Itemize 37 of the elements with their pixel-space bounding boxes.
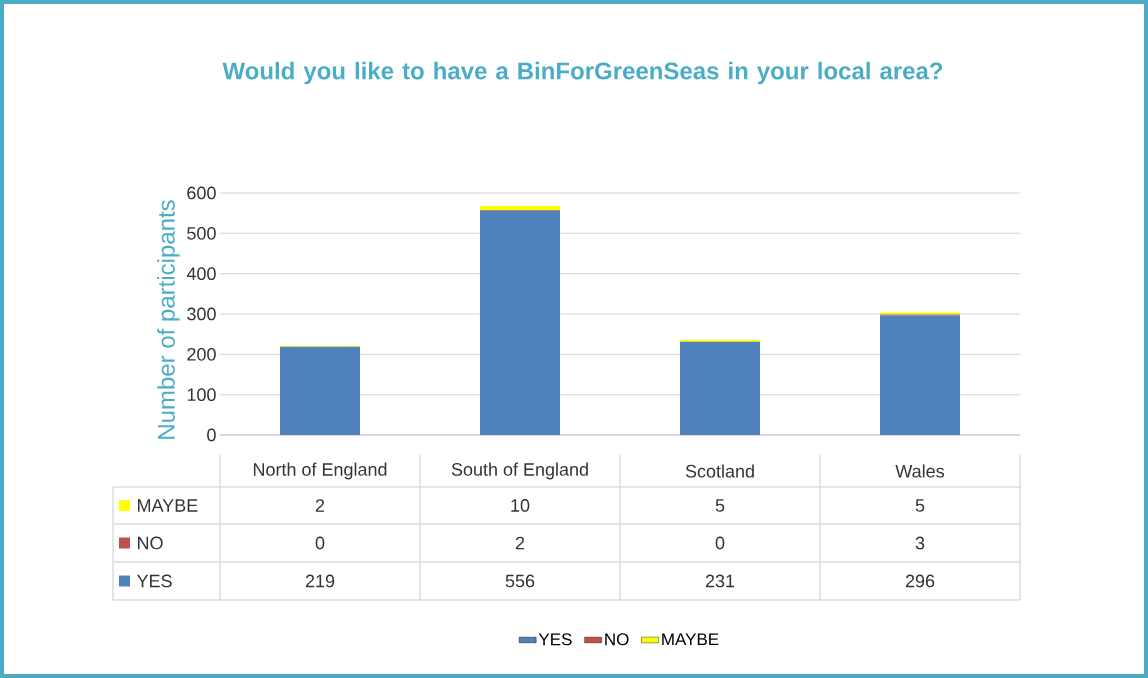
data-label: 0 — [315, 536, 325, 550]
x-tick-label: Scotland — [685, 464, 754, 478]
legend-label: MAYBE — [138, 499, 198, 512]
bar — [680, 339, 761, 342]
data-label: 231 — [705, 574, 735, 588]
y-axis-title: Number of participants — [157, 200, 180, 439]
bar — [480, 205, 561, 210]
data-label: 5 — [715, 499, 725, 512]
bar — [280, 346, 360, 435]
legend-label: NO — [605, 633, 629, 646]
y-tick-label: 100 — [187, 388, 216, 402]
data-label: 2 — [315, 499, 325, 512]
bar — [680, 341, 761, 435]
y-tick-label: 300 — [187, 307, 216, 321]
text: NO — [138, 536, 163, 550]
data-label: 219 — [305, 574, 335, 588]
bar — [480, 210, 561, 435]
data-label: 296 — [905, 574, 935, 588]
y-tick-label: 0 — [207, 428, 216, 442]
x-tick-label: Wales — [895, 464, 945, 478]
y-tick-label: 600 — [187, 186, 216, 200]
data-label: 5 — [915, 499, 925, 512]
text: MAYBE — [662, 633, 719, 646]
y-tick-label: 200 — [187, 347, 216, 361]
data-label: 556 — [505, 574, 535, 588]
bar — [880, 315, 961, 435]
data-label: 10 — [511, 499, 530, 512]
x-tick-label: South of England — [451, 462, 588, 480]
text: YES — [538, 633, 572, 646]
y-tick-label: 400 — [186, 267, 216, 281]
chart-title: Would you like to have a BinForGreenSeas in your local area? — [222, 61, 943, 85]
y-tick-label: 500 — [187, 226, 216, 240]
data-label: 3 — [915, 536, 925, 550]
data-label: 2 — [515, 536, 525, 550]
x-tick-label: North of England — [253, 462, 387, 480]
legend-label: YES — [136, 574, 172, 588]
data-label: 0 — [715, 536, 725, 550]
